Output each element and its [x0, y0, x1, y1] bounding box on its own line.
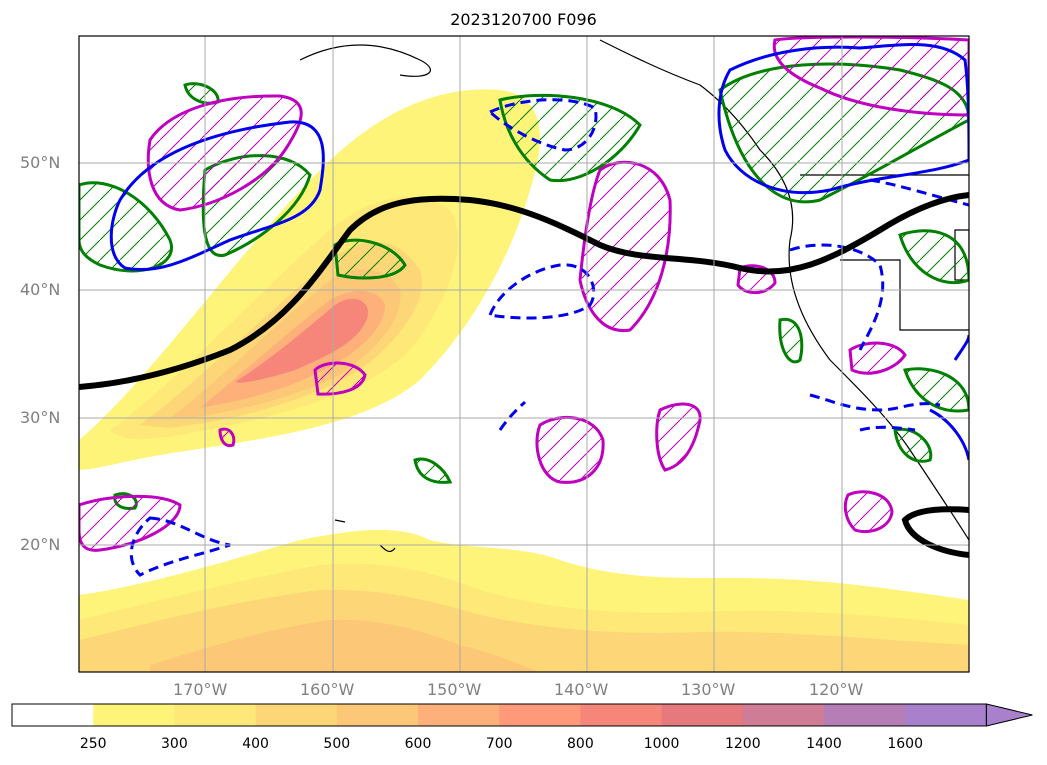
colorbar-tick-label: 1000 — [643, 736, 680, 752]
colorbar-segment — [499, 704, 581, 726]
colorbar-tick-label: 1400 — [806, 736, 842, 752]
colorbar-segment — [12, 704, 94, 726]
blue-solid-contours — [109, 43, 969, 461]
map-border — [78, 35, 970, 673]
colorbar-segment — [824, 704, 906, 726]
colorbar-extend-arrow — [985, 703, 1033, 727]
colorbar-tick-label: 500 — [323, 736, 351, 752]
colorbar-segment — [255, 704, 338, 726]
colorbar-segment — [580, 704, 663, 726]
colorbar-tick-label: 300 — [161, 736, 188, 752]
colorbar-tick-label: 600 — [404, 736, 432, 752]
colorbar-segment — [418, 704, 500, 726]
colorbar-segment — [174, 704, 257, 726]
gridlines — [79, 36, 969, 672]
colorbar-tick-label: 800 — [567, 736, 594, 752]
lat-label-40n: 40°N — [20, 280, 61, 299]
colorbar-outline — [11, 703, 987, 727]
colorbar-tick-label: 1600 — [887, 736, 924, 752]
lon-label-130w: 130°W — [681, 680, 736, 699]
colorbar-segment — [93, 704, 175, 726]
blue-dashed-contours — [129, 98, 969, 577]
lat-label-30n: 30°N — [20, 408, 61, 427]
lon-label-120w: 120°W — [809, 680, 864, 699]
chart-title: 2023120700 F096 — [450, 10, 597, 29]
lon-label-150w: 150°W — [427, 680, 482, 699]
lat-label-20n: 20°N — [20, 535, 61, 554]
lon-label-170w: 170°W — [173, 680, 228, 699]
colorbar — [11, 703, 1033, 727]
lon-label-160w: 160°W — [300, 680, 355, 699]
map-area — [79, 36, 969, 672]
filled-contours — [79, 89, 969, 672]
colorbar-segment — [336, 704, 419, 726]
colorbar-tick-label: 1200 — [724, 736, 761, 752]
colorbar-tick-label: 250 — [79, 736, 107, 752]
colorbar-tick-label: 700 — [485, 736, 513, 752]
jet-contours — [79, 192, 969, 558]
colorbar-tick-label: 400 — [242, 736, 269, 752]
lat-label-50n: 50°N — [20, 153, 61, 172]
colorbar-segment — [742, 704, 825, 726]
colorbar-segment — [905, 704, 987, 726]
lon-label-140w: 140°W — [554, 680, 609, 699]
colorbar-segment — [661, 704, 744, 726]
